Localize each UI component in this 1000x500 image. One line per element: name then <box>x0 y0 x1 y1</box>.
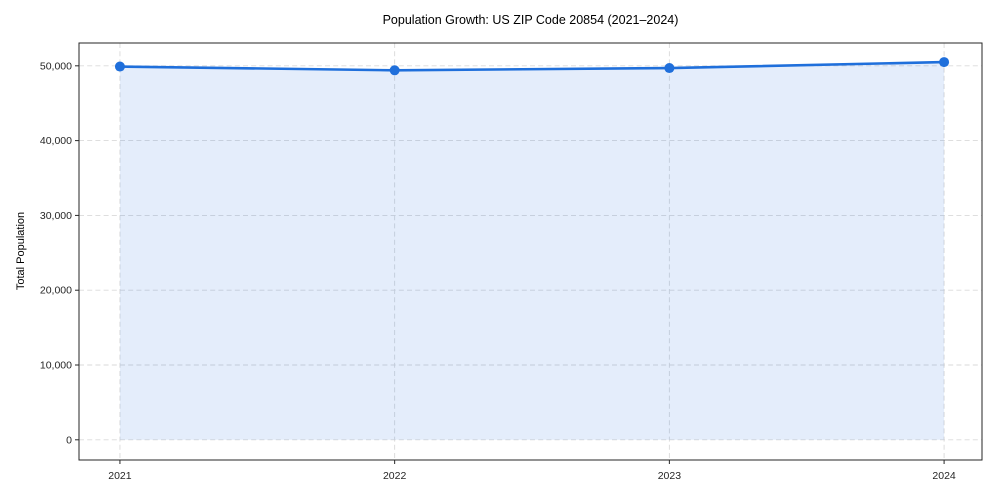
plot-border <box>78 42 983 461</box>
y-tick-label: 20,000 <box>40 285 72 297</box>
data-point-2022 <box>389 65 400 76</box>
y-tick-label: 40,000 <box>40 135 72 147</box>
y-tick-label: 0 <box>66 434 72 446</box>
chart-title: Population Growth: US ZIP Code 20854 (20… <box>382 13 679 27</box>
y-tick-label: 30,000 <box>40 210 72 222</box>
x-tick-label: 2021 <box>108 470 132 482</box>
trend-line <box>118 60 946 72</box>
y-tick-label: 10,000 <box>40 360 72 372</box>
data-point-2023 <box>664 63 675 74</box>
area-fill <box>119 62 945 440</box>
x-tick-label: 2023 <box>658 470 682 482</box>
x-tick-label: 2022 <box>383 470 407 482</box>
data-point-2024 <box>939 57 950 68</box>
y-tick-label: 50,000 <box>40 60 72 72</box>
data-point-2021 <box>114 61 125 72</box>
x-tick-label: 2024 <box>932 470 956 482</box>
